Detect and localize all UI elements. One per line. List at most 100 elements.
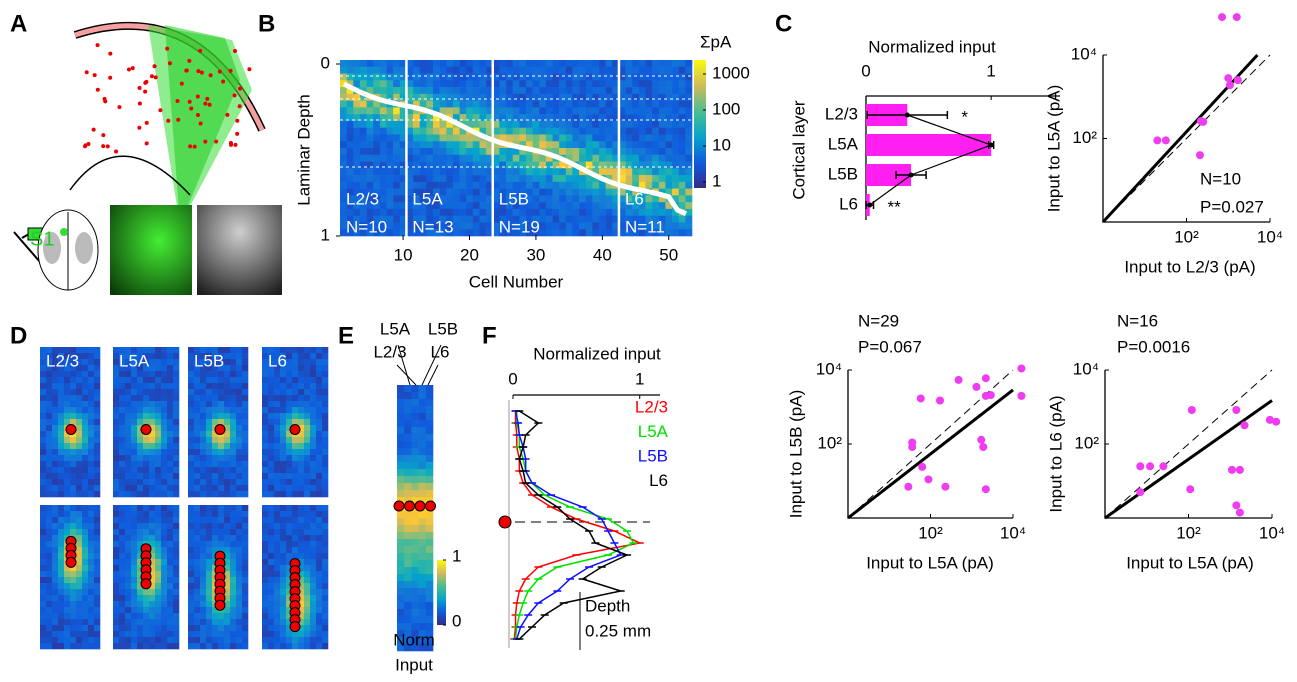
map-cell	[58, 431, 64, 437]
layer-header: L5B	[194, 351, 224, 370]
map-cell	[70, 383, 76, 389]
heatmap-cell	[347, 141, 354, 148]
map-cell	[304, 437, 310, 443]
heatmap-cell	[353, 107, 360, 114]
map-cell	[304, 607, 310, 613]
map-cell	[64, 619, 70, 625]
map-cell	[304, 535, 310, 541]
heatmap-cell	[685, 107, 692, 114]
map-cell	[218, 541, 224, 547]
heatmap-cell	[559, 80, 566, 87]
map-cell	[88, 419, 94, 425]
map-cell	[149, 625, 155, 631]
heatmap-cell	[586, 94, 593, 101]
heatmap-cell	[513, 128, 520, 135]
heatmap-cell	[646, 128, 653, 135]
map-cell	[143, 485, 149, 491]
cell-dot	[235, 119, 239, 123]
map-cell	[404, 581, 412, 588]
heatmap-cell	[626, 101, 633, 108]
map-cell	[64, 485, 70, 491]
map-cell	[40, 437, 46, 443]
map-cell	[188, 547, 194, 553]
map-cell	[119, 523, 125, 529]
map-cell	[206, 485, 212, 491]
colorbar	[437, 560, 446, 625]
heatmap-cell	[632, 162, 639, 169]
map-cell	[316, 359, 322, 365]
map-cell	[212, 529, 218, 535]
map-cell	[411, 476, 419, 483]
map-cell	[76, 547, 82, 553]
map-cell	[200, 607, 206, 613]
heatmap-cell	[672, 101, 679, 108]
map-cell	[88, 535, 94, 541]
map-cell	[40, 479, 46, 485]
heatmap-cell	[420, 168, 427, 175]
heatmap-cell	[553, 222, 560, 229]
map-cell	[94, 407, 100, 413]
map-cell	[46, 613, 52, 619]
map-cell	[88, 565, 94, 571]
map-cell	[200, 395, 206, 401]
heatmap-cell	[479, 101, 486, 108]
heatmap-cell	[646, 182, 653, 189]
map-cell	[94, 589, 100, 595]
heatmap-cell	[386, 155, 393, 162]
map-cell	[143, 511, 149, 517]
heatmap-cell	[473, 162, 480, 169]
map-cell	[274, 559, 280, 565]
map-cell	[149, 437, 155, 443]
map-cell	[94, 365, 100, 371]
heatmap-cell	[513, 182, 520, 189]
heatmap-cell	[386, 189, 393, 196]
map-cell	[194, 595, 200, 601]
map-cell	[322, 443, 328, 449]
map-cell	[125, 613, 131, 619]
heatmap-cell	[539, 94, 546, 101]
map-cell	[113, 625, 119, 631]
map-cell	[268, 491, 274, 497]
map-cell	[280, 625, 286, 631]
heatmap-cell	[519, 101, 526, 108]
map-cell	[274, 407, 280, 413]
map-cell	[218, 485, 224, 491]
map-cell	[426, 539, 434, 546]
map-cell	[224, 377, 230, 383]
heatmap-cell	[586, 148, 593, 155]
map-cell	[304, 389, 310, 395]
cell-dot	[188, 100, 192, 104]
map-cell	[131, 631, 137, 637]
map-cell	[94, 571, 100, 577]
heatmap-cell	[579, 175, 586, 182]
map-cell	[404, 553, 412, 560]
map-cell	[262, 523, 268, 529]
map-cell	[131, 389, 137, 395]
map-cell	[88, 377, 94, 383]
map-cell	[155, 383, 161, 389]
map-cell	[94, 377, 100, 383]
map-cell	[230, 473, 236, 479]
map-cell	[426, 602, 434, 609]
map-cell	[397, 448, 405, 455]
map-cell	[304, 631, 310, 637]
map-cell	[230, 541, 236, 547]
heatmap-cell	[519, 94, 526, 101]
heatmap-cell	[499, 175, 506, 182]
map-cell	[268, 383, 274, 389]
heatmap-cell	[586, 107, 593, 114]
map-cell	[40, 425, 46, 431]
heatmap-cell	[553, 168, 560, 175]
map-cell	[194, 517, 200, 523]
heatmap-cell	[526, 168, 533, 175]
heatmap-cell	[426, 74, 433, 81]
heatmap-cell	[586, 60, 593, 67]
layer-header: L6	[268, 351, 287, 370]
heatmap-cell	[426, 101, 433, 108]
map-cell	[292, 473, 298, 479]
data-point	[1136, 462, 1144, 470]
map-cell	[113, 371, 119, 377]
map-cell	[236, 565, 242, 571]
heatmap-cell	[579, 87, 586, 94]
heatmap-cell	[460, 148, 467, 155]
